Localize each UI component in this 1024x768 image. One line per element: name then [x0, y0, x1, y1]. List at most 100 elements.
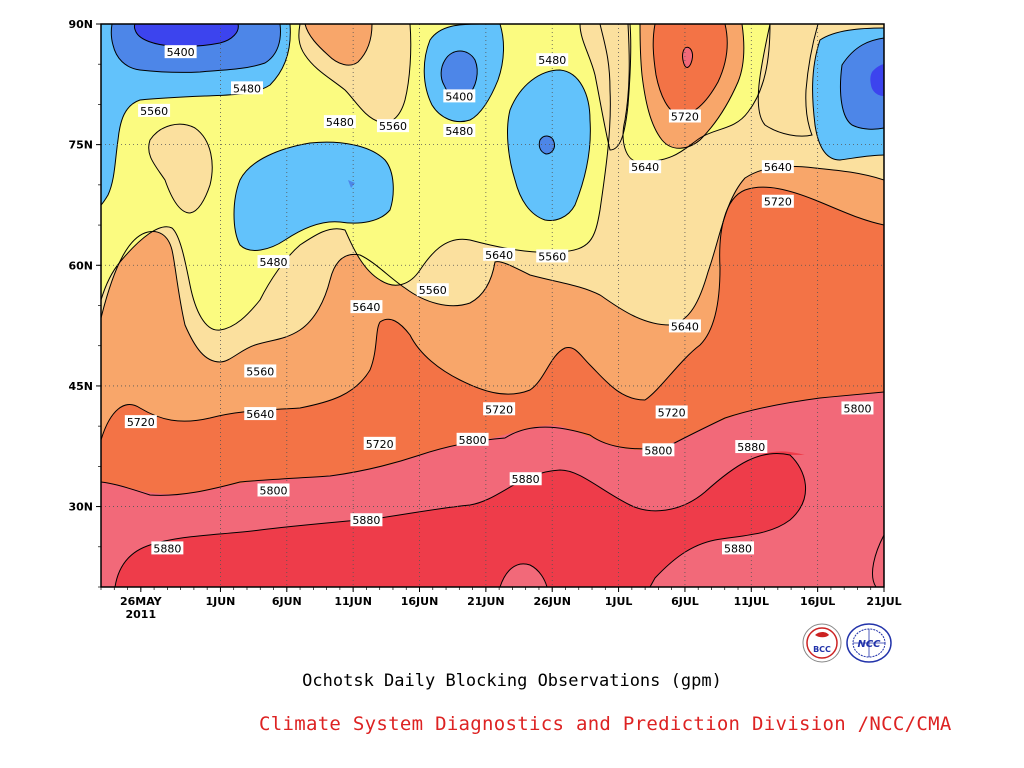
- x-tick-label: 16JUL: [800, 595, 835, 608]
- contour-label: 5560: [376, 119, 409, 133]
- y-tick-label: 45N: [68, 380, 93, 393]
- contour-line-5720-top: [639, 24, 745, 149]
- contour-label-bg: [257, 255, 290, 269]
- y-axis: 90N 75N 60N 45N 30N: [68, 18, 101, 588]
- contour-label: 5400: [443, 89, 476, 103]
- x-year-label: 2011: [126, 608, 157, 621]
- contour-label-text: 5400: [445, 90, 473, 103]
- contour-label: 5480: [323, 115, 356, 129]
- contour-label: 5640: [244, 407, 277, 421]
- chart-title: Ochotsk Daily Blocking Observations (gpm…: [302, 671, 722, 691]
- contour-label-bg: [761, 160, 794, 174]
- contour-label: 5640: [668, 319, 701, 333]
- contour-line-5640-patch-b: [298, 24, 412, 124]
- x-tick-label: 6JUN: [272, 595, 302, 608]
- contour-label: 5640: [350, 300, 383, 314]
- contour-line-5400-topleft: [110, 24, 281, 73]
- fill-region-5320-topleft: [134, 24, 239, 47]
- contour-label-bg: [536, 249, 569, 263]
- contour-label-bg: [124, 415, 157, 429]
- contour-label-text: 5480: [326, 116, 354, 129]
- credit-line: Climate System Diagnostics and Predictio…: [259, 713, 952, 735]
- y-tick-label: 60N: [68, 259, 93, 272]
- fill-region-5320-topright: [870, 64, 884, 96]
- contour-label-text: 5480: [538, 54, 566, 67]
- contour-label-bg: [244, 364, 277, 378]
- contour-lines: [101, 24, 884, 587]
- contour-label-bg: [416, 283, 449, 297]
- contour-line-5880-a: [114, 452, 806, 587]
- contour-line-5880-c: [872, 534, 884, 587]
- contour-label-text: 5560: [246, 365, 274, 378]
- contour-label-bg: [350, 300, 383, 314]
- contour-label: 5880: [509, 472, 542, 486]
- contour-label-text: 5640: [352, 301, 380, 314]
- y-tick-label: 75N: [68, 139, 93, 152]
- contour-label: 5480: [230, 81, 263, 95]
- x-tick-label: 16JUN: [401, 595, 439, 608]
- contour-label-bg: [151, 541, 184, 555]
- contour-label: 5480: [536, 53, 569, 67]
- contour-label-bg: [841, 401, 874, 415]
- contour-label: 5720: [124, 415, 157, 429]
- contour-label-text: 5480: [445, 125, 473, 138]
- contour-label: 5720: [483, 402, 516, 416]
- x-tick-label: 21JUL: [866, 595, 901, 608]
- contour-label: 5720: [363, 436, 396, 451]
- contour-line-5480-topleft: [101, 24, 291, 206]
- contour-line-5400-topright: [839, 37, 884, 130]
- contour-fills: [101, 24, 884, 587]
- fill-region-5880-bottom: [500, 563, 547, 587]
- fill-region-5400-upper-mid: [441, 51, 478, 97]
- contour-label-text: 5720: [764, 196, 792, 209]
- contour-label: 5880: [151, 541, 184, 555]
- contour-line-5560: [101, 24, 611, 331]
- fill-region-5640-patch-c: [580, 24, 631, 150]
- fill-region-5400-small: [539, 136, 555, 154]
- fill-region-5480-mid: [234, 142, 394, 251]
- contour-label: 5880: [735, 440, 768, 454]
- contour-label-text: 5640: [246, 408, 274, 421]
- contour-label: 5800: [257, 483, 290, 497]
- contour-label-bg: [244, 407, 277, 421]
- contour-label-text: 5720: [485, 403, 513, 416]
- contour-line-5480-right-mid: [507, 69, 591, 221]
- contour-line-5560-b: [622, 24, 771, 163]
- fill-region-5400-topright: [840, 38, 884, 130]
- contour-label-text: 5640: [631, 161, 659, 174]
- contour-label-text: 5880: [737, 441, 765, 454]
- contour-label-bg: [456, 432, 489, 446]
- contour-label-text: 5640: [764, 161, 792, 174]
- contour-label-bg: [323, 115, 356, 129]
- contour-line-5640-patch-a: [148, 123, 213, 214]
- contour-label-bg: [363, 436, 396, 450]
- contour-label: 5880: [722, 541, 755, 555]
- contour-label-text: 5880: [512, 473, 540, 486]
- contour-label-bg: [138, 103, 171, 117]
- contour-label: 5560: [416, 283, 449, 297]
- x-tick-label: 26JUN: [533, 595, 571, 608]
- contour-label: 5480: [443, 123, 476, 138]
- contour-label-text: 5720: [366, 438, 394, 451]
- fill-region-5400-tiny: [348, 180, 355, 188]
- contour-label-text: 5720: [658, 406, 686, 419]
- contour-label-text: 5720: [127, 416, 155, 429]
- contour-label-bg: [642, 443, 675, 457]
- contour-label-bg: [629, 160, 662, 174]
- contour-label-text: 5720: [671, 110, 699, 123]
- contour-label-text: 5800: [644, 444, 672, 457]
- contour-label-bg: [230, 81, 263, 95]
- y-tick-label: 90N: [68, 18, 93, 31]
- contour-label-text: 5800: [843, 402, 871, 415]
- contour-label: 5720: [655, 405, 688, 419]
- x-tick-label: 11JUN: [334, 595, 372, 608]
- contour-label-bg: [483, 402, 516, 416]
- contour-label-text: 5640: [671, 320, 699, 333]
- x-tick-label: 21JUN: [467, 595, 505, 608]
- contour-line-5720-top-left: [304, 24, 373, 66]
- fill-region-5640-patch-a: [148, 124, 213, 213]
- fill-region-5720-top-left: [305, 24, 372, 66]
- contour-label-bg: [761, 194, 794, 208]
- contour-line-5480-topright: [812, 27, 884, 161]
